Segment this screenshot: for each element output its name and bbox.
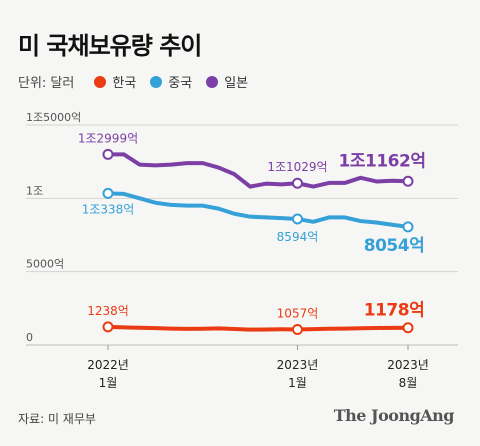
x-tick-label: 2023년 [277,358,319,372]
source-note: 자료: 미 재무부 [18,412,96,426]
legend-label-china: 중국 [168,76,193,91]
x-tick-label: 1월 [99,376,118,390]
y-tick-label: 0 [26,331,33,344]
data-label: 1조338억 [82,202,135,216]
data-point-marker [402,322,414,334]
data-point-marker [291,213,303,225]
data-point-marker [102,187,114,199]
series-line-중국 [106,191,410,229]
data-label: 1조1162억 [339,151,426,171]
y-tick-label: 1조5000억 [26,111,81,124]
x-tick-label: 2023년 [387,358,429,372]
legend-label-japan: 일본 [224,76,249,91]
data-label: 1057억 [277,306,319,320]
series-line-한국 [106,324,410,332]
legend-dot-china [150,75,163,88]
unit-label: 단위: 달러 [18,76,75,91]
data-label: 1178억 [364,301,424,321]
legend-dot-korea [94,75,107,88]
legend-dot-japan [206,75,219,88]
chart-title: 미 국채보유량 추이 [18,32,202,60]
y-tick-label: 1조 [26,184,43,197]
y-tick-label: 5000억 [26,258,64,271]
data-point-marker [102,148,114,160]
legend-item-china: 중국 [150,72,192,91]
data-label: 1조2999억 [78,131,138,145]
x-tick-label: 1월 [288,376,307,390]
publisher-logo: The JoongAng [333,406,455,425]
x-tick-label: 8월 [399,376,418,390]
data-point-marker [102,321,114,333]
legend-label-korea: 한국 [112,76,137,91]
data-point-marker [291,177,303,189]
legend-item-japan: 일본 [206,72,248,91]
data-label: 8594억 [277,230,319,244]
legend: 단위: 달러 한국 중국 일본 [18,72,262,91]
data-label: 1조1029억 [267,160,327,174]
data-label: 8054억 [364,236,424,256]
data-label: 1238억 [87,304,129,318]
legend-item-korea: 한국 [94,72,136,91]
data-point-marker [291,323,303,335]
x-tick-label: 2022년 [87,358,129,372]
series-line-일본 [106,152,410,189]
data-point-marker [402,175,414,187]
data-point-marker [402,221,414,233]
